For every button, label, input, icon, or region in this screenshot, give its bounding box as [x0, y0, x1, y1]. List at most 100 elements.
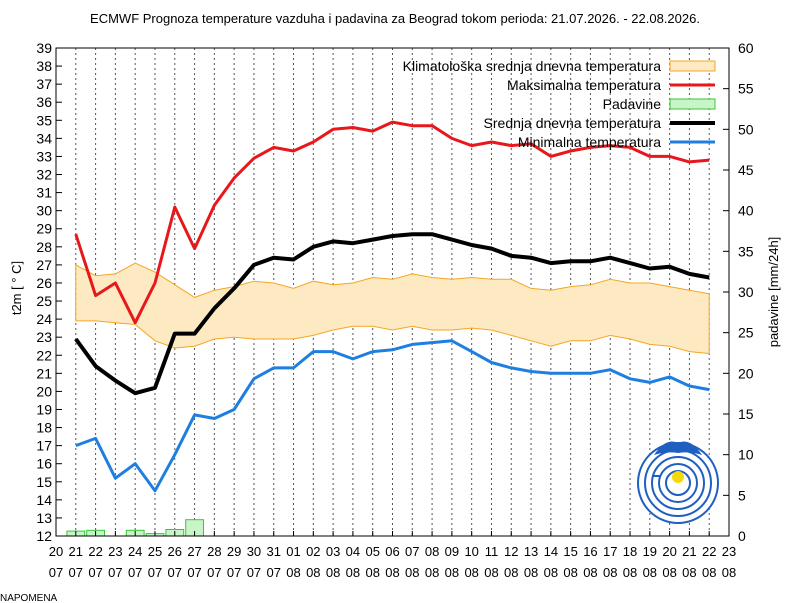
- y-tick-label: 25: [36, 293, 52, 309]
- note-label: NAPOMENA: [0, 594, 58, 603]
- chart-title: ECMWF Prognoza temperature vazduha i pad…: [90, 11, 700, 26]
- x-tick-day-label: 13: [524, 544, 538, 559]
- x-tick-month-label: 07: [187, 565, 201, 580]
- y-tick-label: 21: [36, 365, 52, 381]
- legend-label: Padavine: [603, 96, 662, 112]
- x-tick-month-label: 07: [267, 565, 281, 580]
- x-tick-month-label: 07: [168, 565, 182, 580]
- vertical-grid: [75, 48, 710, 536]
- y2-tick-label: 5: [738, 487, 746, 503]
- x-axis-ticks: 20 07 21 07 22 07 23 07 24 07 25 07 26 07 27 07 28 07 29 07…: [49, 531, 736, 580]
- y-tick-label: 20: [36, 383, 52, 399]
- x-tick-month-label: 08: [623, 565, 637, 580]
- rhmz-logo-icon: [637, 441, 719, 524]
- y2-tick-label: 25: [738, 325, 754, 341]
- x-tick-day-label: 16: [583, 544, 597, 559]
- legend-label: Srednja dnevna temperatura: [484, 115, 662, 131]
- x-tick-month-label: 08: [326, 565, 340, 580]
- climatology-band-area: [75, 262, 710, 355]
- x-tick-day-label: 19: [643, 544, 657, 559]
- x-tick-month-label: 08: [385, 565, 399, 580]
- x-tick-month-label: 08: [524, 565, 538, 580]
- x-tick-month-label: 08: [425, 565, 439, 580]
- y-tick-label: 14: [36, 492, 52, 508]
- x-tick-month-label: 08: [445, 565, 459, 580]
- x-tick-day-label: 29: [227, 544, 241, 559]
- x-tick-month-label: 07: [227, 565, 241, 580]
- y2-tick-label: 20: [738, 365, 754, 381]
- x-tick-day-label: 22: [88, 544, 102, 559]
- x-tick-day-label: 11: [485, 544, 499, 559]
- y-tick-label: 33: [36, 148, 52, 164]
- x-tick-month-label: 07: [247, 565, 261, 580]
- y-tick-label: 22: [36, 347, 52, 363]
- x-tick-day-label: 06: [385, 544, 399, 559]
- x-tick-day-label: 20: [49, 544, 63, 559]
- x-tick-day-label: 02: [306, 544, 320, 559]
- y-tick-label: 35: [36, 112, 52, 128]
- right-axis-ticks: 0 5 10 15 20 25 30 35 40 45 50 55 60: [723, 40, 754, 544]
- x-tick-day-label: 31: [267, 544, 281, 559]
- x-tick-day-label: 04: [346, 544, 360, 559]
- x-tick-month-label: 07: [128, 565, 142, 580]
- x-tick-month-label: 08: [464, 565, 478, 580]
- y-tick-label: 19: [36, 401, 52, 417]
- x-tick-day-label: 14: [544, 544, 558, 559]
- y-tick-label: 32: [36, 167, 52, 183]
- x-tick-day-label: 24: [128, 544, 142, 559]
- y-tick-label: 13: [36, 510, 52, 526]
- x-tick-day-label: 15: [563, 544, 577, 559]
- x-tick-day-label: 09: [445, 544, 459, 559]
- y-tick-label: 16: [36, 456, 52, 472]
- x-tick-day-label: 20: [662, 544, 676, 559]
- x-tick-month-label: 08: [346, 565, 360, 580]
- legend: Klimatološka srednja dnevna temperatura M…: [403, 58, 716, 150]
- x-tick-month-label: 08: [544, 565, 558, 580]
- x-tick-month-label: 08: [583, 565, 597, 580]
- y-tick-label: 37: [36, 76, 52, 92]
- max-temp-line: [74, 120, 710, 325]
- y-tick-label: 12: [36, 528, 52, 544]
- y-tick-label: 17: [36, 438, 52, 454]
- y2-tick-label: 35: [738, 243, 754, 259]
- x-tick-day-label: 01: [286, 544, 300, 559]
- x-tick-month-label: 08: [365, 565, 379, 580]
- y-tick-label: 30: [36, 203, 52, 219]
- mean-temp-line: [74, 232, 710, 396]
- x-tick-month-label: 08: [484, 565, 498, 580]
- y-tick-label: 34: [36, 130, 52, 146]
- x-tick-day-label: 30: [247, 544, 261, 559]
- x-tick-day-label: 05: [365, 544, 379, 559]
- y2-axis-label: padavine [mm/24h]: [766, 237, 781, 348]
- x-tick-month-label: 08: [702, 565, 716, 580]
- x-tick-month-label: 07: [69, 565, 83, 580]
- x-tick-month-label: 08: [662, 565, 676, 580]
- x-tick-day-label: 25: [148, 544, 162, 559]
- x-tick-day-label: 22: [702, 544, 716, 559]
- x-tick-month-label: 08: [722, 565, 736, 580]
- y-tick-label: 24: [36, 311, 52, 327]
- y2-tick-label: 60: [738, 40, 754, 56]
- x-tick-month-label: 08: [504, 565, 518, 580]
- x-tick-month-label: 08: [682, 565, 696, 580]
- y-tick-label: 27: [36, 257, 52, 273]
- legend-label: Maksimalna temperatura: [507, 77, 661, 93]
- x-tick-day-label: 18: [623, 544, 637, 559]
- x-tick-day-label: 17: [603, 544, 617, 559]
- x-tick-day-label: 28: [207, 544, 221, 559]
- legend-label: Klimatološka srednja dnevna temperatura: [403, 58, 662, 74]
- legend-swatch-bar: [669, 98, 716, 110]
- legend-swatch-band: [669, 60, 716, 72]
- y2-tick-label: 15: [738, 406, 754, 422]
- min-temp-line: [75, 339, 710, 493]
- x-tick-day-label: 23: [722, 544, 736, 559]
- x-tick-day-label: 27: [187, 544, 201, 559]
- y-tick-label: 26: [36, 275, 52, 291]
- x-tick-month-label: 08: [563, 565, 577, 580]
- y-tick-label: 39: [36, 40, 52, 56]
- y-tick-label: 36: [36, 94, 52, 110]
- y-tick-label: 15: [36, 474, 52, 490]
- x-tick-month-label: 08: [286, 565, 300, 580]
- x-tick-month-label: 07: [88, 565, 102, 580]
